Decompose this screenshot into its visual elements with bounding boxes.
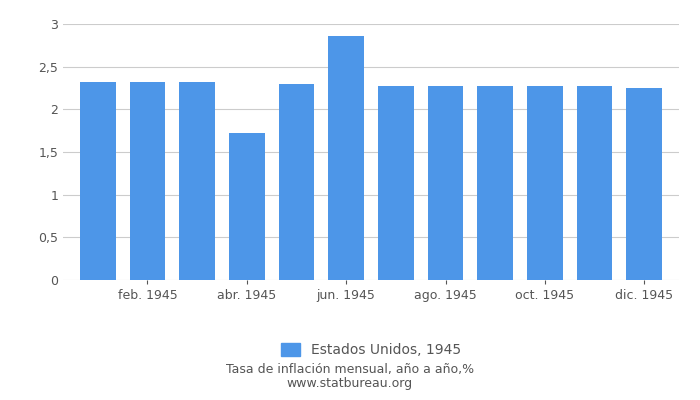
Bar [229, 133, 265, 280]
Text: www.statbureau.org: www.statbureau.org [287, 378, 413, 390]
Bar [378, 86, 414, 280]
Bar [279, 84, 314, 280]
Bar [130, 82, 165, 280]
Bar [328, 36, 364, 280]
Bar [80, 82, 116, 280]
Bar [477, 86, 513, 280]
Bar [577, 86, 612, 280]
Bar [428, 86, 463, 280]
Bar [626, 88, 662, 280]
Text: Tasa de inflación mensual, año a año,%: Tasa de inflación mensual, año a año,% [226, 364, 474, 376]
Bar [179, 82, 215, 280]
Legend: Estados Unidos, 1945: Estados Unidos, 1945 [281, 343, 461, 357]
Bar [527, 86, 563, 280]
